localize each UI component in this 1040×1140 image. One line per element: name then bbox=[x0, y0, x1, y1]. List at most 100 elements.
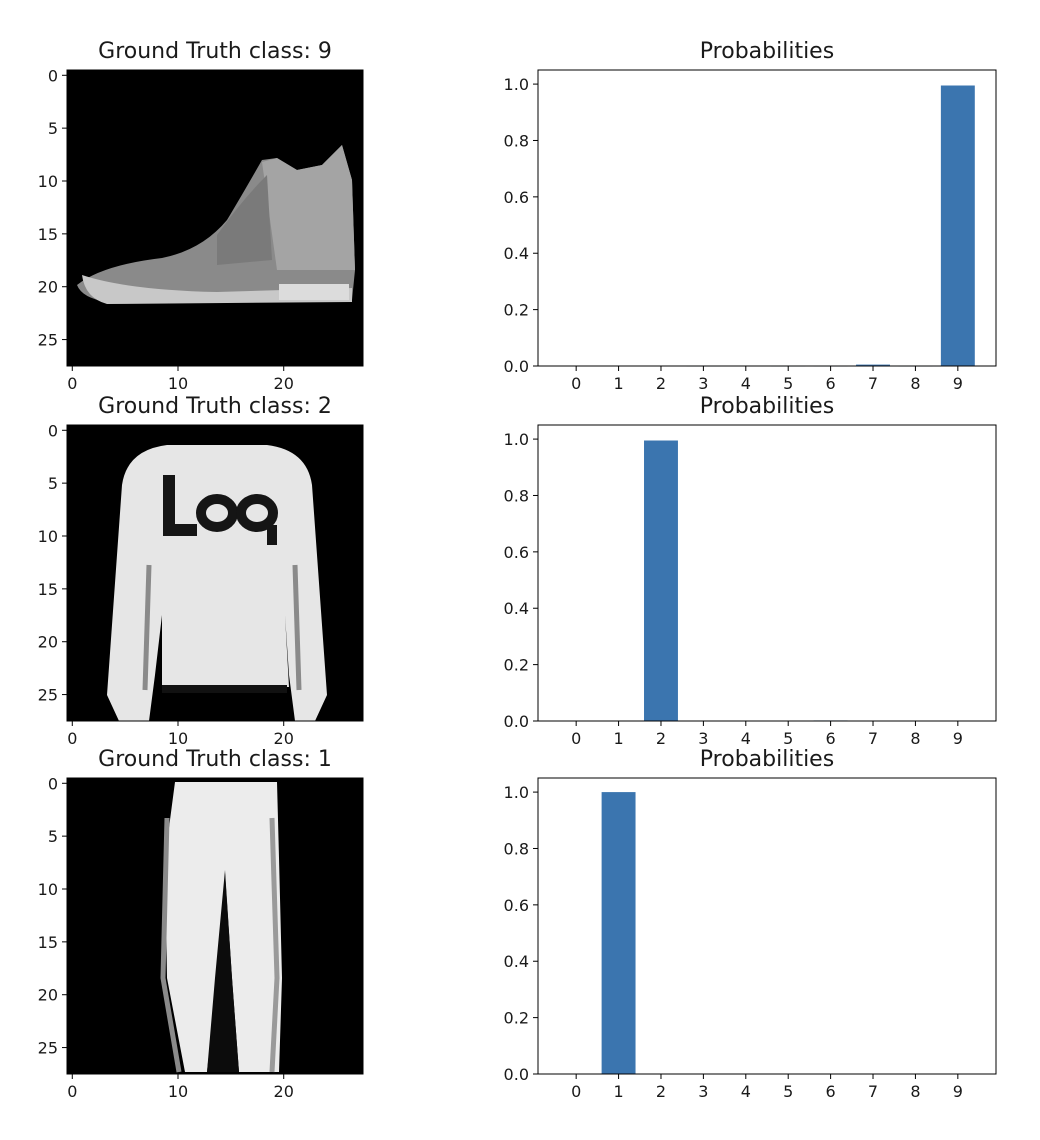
figure-row-0: Ground Truth class: 90 10 200510152025Prob… bbox=[38, 39, 997, 393]
chart-xtick-label: 5 bbox=[783, 729, 793, 748]
chart-title: Probabilities bbox=[700, 394, 834, 419]
chart-ytick-label: 0.4 bbox=[504, 599, 529, 618]
chart-frame bbox=[537, 777, 997, 1075]
figure-row-1: Ground Truth class: 20 10 200510152025Prob… bbox=[38, 394, 997, 748]
image-ytick-label: 20 bbox=[38, 633, 58, 652]
chart-xtick-label: 0 bbox=[571, 1082, 581, 1101]
garment-image bbox=[163, 782, 282, 1072]
chart-xtick-label: 8 bbox=[910, 374, 920, 393]
image-xtick-label: 0 bbox=[67, 374, 77, 393]
chart-xtick-label: 7 bbox=[868, 374, 878, 393]
chart-xtick-label: 1 bbox=[613, 1082, 623, 1101]
chart-ytick-label: 0.0 bbox=[504, 357, 529, 376]
chart-xtick-label: 4 bbox=[741, 1082, 751, 1101]
image-ytick-label: 0 bbox=[48, 421, 58, 440]
chart-xtick-label: 8 bbox=[910, 729, 920, 748]
image-xtick-label: 10 bbox=[168, 374, 188, 393]
image-frame bbox=[66, 424, 364, 722]
chart-xtick-label: 6 bbox=[826, 729, 836, 748]
chart-ytick-label: 0.6 bbox=[504, 543, 529, 562]
chart-xtick-label: 1 bbox=[613, 729, 623, 748]
image-xtick-label: 10 bbox=[168, 1082, 188, 1101]
garment-image bbox=[107, 445, 327, 721]
image-ytick-label: 10 bbox=[38, 172, 58, 191]
image-ytick-label: 25 bbox=[38, 1039, 58, 1058]
chart-ytick-label: 1.0 bbox=[504, 783, 529, 802]
image-ytick-label: 5 bbox=[48, 827, 58, 846]
chart-ytick-label: 0.4 bbox=[504, 952, 529, 971]
image-ytick-label: 25 bbox=[38, 331, 58, 350]
image-xtick-label: 20 bbox=[274, 374, 294, 393]
image-ytick-label: 15 bbox=[38, 225, 58, 244]
image-panel-title: Ground Truth class: 1 bbox=[98, 747, 332, 772]
chart-ytick-label: 0.6 bbox=[504, 188, 529, 207]
image-ytick-label: 25 bbox=[38, 686, 58, 705]
chart-xtick-label: 1 bbox=[613, 374, 623, 393]
image-frame bbox=[66, 777, 364, 1075]
chart-xtick-label: 2 bbox=[656, 729, 666, 748]
chart-xtick-label: 6 bbox=[826, 1082, 836, 1101]
chart-xtick-label: 3 bbox=[698, 729, 708, 748]
chart-xtick-label: 4 bbox=[741, 729, 751, 748]
chart-ytick-label: 0.0 bbox=[504, 1065, 529, 1084]
chart-ytick-label: 0.2 bbox=[504, 656, 529, 675]
chart-xtick-label: 0 bbox=[571, 374, 581, 393]
chart-title: Probabilities bbox=[700, 747, 834, 772]
chart-ytick-label: 0.8 bbox=[504, 486, 529, 505]
chart-xtick-label: 3 bbox=[698, 374, 708, 393]
chart-xtick-label: 9 bbox=[953, 374, 963, 393]
image-ytick-label: 15 bbox=[38, 580, 58, 599]
chart-ytick-label: 0.0 bbox=[504, 712, 529, 731]
image-panel: Ground Truth class: 1 0 10 20 0 5 10 15 20 25 bbox=[38, 747, 364, 1101]
bar-class-7 bbox=[856, 364, 890, 366]
bar-class-2 bbox=[644, 440, 678, 721]
image-frame bbox=[66, 69, 364, 367]
chart-ytick-label: 1.0 bbox=[504, 75, 529, 94]
chart-xtick-label: 2 bbox=[656, 374, 666, 393]
chart-ytick-label: 0.8 bbox=[504, 839, 529, 858]
image-panel: Ground Truth class: 2 0 10 20 0 5 10 15 20 25 bbox=[38, 394, 364, 748]
chart-title: Probabilities bbox=[700, 39, 834, 64]
chart-frame bbox=[537, 424, 997, 722]
chart-ytick-label: 0.8 bbox=[504, 131, 529, 150]
chart-frame bbox=[537, 69, 997, 367]
chart-xtick-label: 0 bbox=[571, 729, 581, 748]
chart-xtick-label: 7 bbox=[868, 1082, 878, 1101]
probability-chart: Probabilities 0 1 2 3 4 5 6 7 8 9 0.0 0.2 0.4 0.6 0.8 1.… bbox=[504, 39, 997, 393]
figure-row-2: Ground Truth class: 10 10 200510152025Prob… bbox=[38, 747, 997, 1101]
chart-xtick-label: 5 bbox=[783, 1082, 793, 1101]
image-ytick-label: 5 bbox=[48, 474, 58, 493]
image-ytick-label: 20 bbox=[38, 986, 58, 1005]
image-xtick-label: 10 bbox=[168, 729, 188, 748]
image-ytick-label: 5 bbox=[48, 119, 58, 138]
image-ytick-label: 20 bbox=[38, 278, 58, 297]
image-ytick-label: 10 bbox=[38, 880, 58, 899]
bar-class-1 bbox=[601, 792, 636, 1074]
image-ytick-label: 10 bbox=[38, 527, 58, 546]
chart-xtick-label: 2 bbox=[656, 1082, 666, 1101]
chart-ytick-label: 1.0 bbox=[504, 430, 529, 449]
image-xtick-label: 0 bbox=[67, 1082, 77, 1101]
image-ytick-label: 0 bbox=[48, 774, 58, 793]
chart-ytick-label: 0.6 bbox=[504, 896, 529, 915]
chart-xtick-label: 6 bbox=[826, 374, 836, 393]
image-ytick-label: 0 bbox=[48, 66, 58, 85]
image-ytick-label: 15 bbox=[38, 933, 58, 952]
probability-chart: Probabilities 0 1 2 3 4 5 6 7 8 9 0.0 0.2 0.4 0.6 0.8 1.… bbox=[504, 394, 997, 748]
probability-chart: Probabilities 0 1 2 3 4 5 6 7 8 9 0.0 0.2 0.4 0.6 0.8 1.… bbox=[504, 747, 997, 1101]
chart-xtick-label: 8 bbox=[910, 1082, 920, 1101]
chart-xtick-label: 3 bbox=[698, 1082, 708, 1101]
chart-xtick-label: 9 bbox=[953, 1082, 963, 1101]
image-panel-title: Ground Truth class: 2 bbox=[98, 394, 332, 419]
image-xtick-label: 0 bbox=[67, 729, 77, 748]
image-xtick-label: 20 bbox=[274, 1082, 294, 1101]
image-panel: Ground Truth class: 9 0 10 20 0 5 10 15 20 25 bbox=[38, 39, 364, 393]
chart-xtick-label: 4 bbox=[741, 374, 751, 393]
chart-ytick-label: 0.2 bbox=[504, 301, 529, 320]
chart-ytick-label: 0.4 bbox=[504, 244, 529, 263]
bar-class-9 bbox=[940, 85, 975, 366]
chart-xtick-label: 5 bbox=[783, 374, 793, 393]
chart-xtick-label: 7 bbox=[868, 729, 878, 748]
image-panel-title: Ground Truth class: 9 bbox=[98, 39, 332, 64]
